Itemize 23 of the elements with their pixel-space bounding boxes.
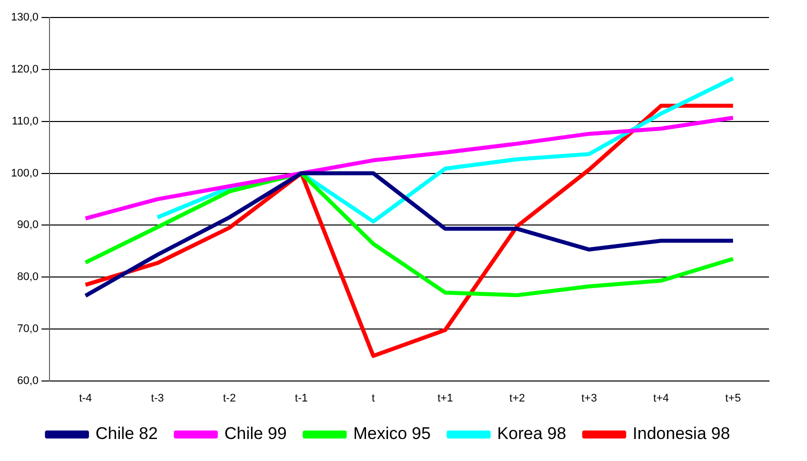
y-tick-label: 130,0 bbox=[10, 12, 39, 24]
legend-label: Mexico 95 bbox=[353, 424, 431, 444]
y-tick-label: 60,0 bbox=[17, 374, 39, 387]
legend-label: Chile 82 bbox=[95, 424, 158, 444]
y-tick-label: 110,0 bbox=[12, 115, 39, 128]
y-tick-label: 120,0 bbox=[10, 64, 39, 76]
y-tick-label: 80,0 bbox=[17, 271, 39, 284]
x-tick-label: t+2 bbox=[509, 392, 525, 404]
x-tick-label: t-3 bbox=[151, 392, 164, 404]
legend-label: Indonesia 98 bbox=[632, 424, 730, 444]
x-tick-label: t-1 bbox=[294, 392, 308, 404]
x-tick-label: t-2 bbox=[222, 392, 236, 404]
y-tick-label: 100,0 bbox=[10, 167, 39, 180]
x-tick-label: t bbox=[372, 392, 375, 404]
x-tick-label: t+3 bbox=[581, 392, 597, 404]
x-tick-label: t+5 bbox=[725, 392, 741, 404]
y-tick-label: 90,0 bbox=[17, 219, 39, 232]
x-tick-label: t+1 bbox=[437, 392, 454, 404]
legend-label: Chile 99 bbox=[224, 424, 287, 444]
legend-label: Korea 98 bbox=[497, 424, 566, 444]
x-tick-label: t+4 bbox=[653, 392, 669, 404]
y-tick-label: 70,0 bbox=[17, 322, 39, 335]
x-tick-label: t-4 bbox=[79, 392, 92, 404]
